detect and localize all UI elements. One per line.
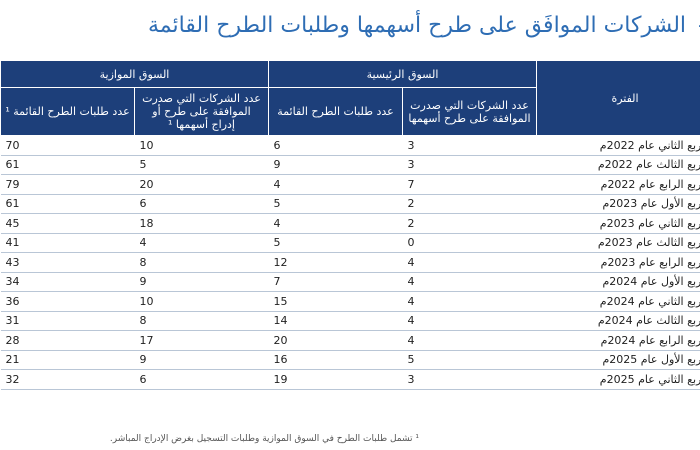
cell-parallel-pending: 28 (0, 330, 135, 351)
cell-parallel-pending: 31 (0, 311, 135, 331)
cell-parallel-approved: 17 (134, 330, 269, 351)
cell-parallel-pending: 61 (0, 194, 135, 214)
cell-parallel-pending: 41 (0, 233, 135, 253)
cell-main-pending: 14 (268, 311, 403, 331)
table-row: الربع الثالث عام 2022م 3 9 5 61 (0, 155, 700, 175)
page-title: -الشركات الموافَق على طرح أسهمها وطلبات … (0, 6, 700, 46)
table-row: الربع الرابع عام 2023م 4 12 8 43 (0, 252, 700, 273)
cell-parallel-pending: 61 (0, 155, 135, 175)
cell-main-pending: 6 (268, 135, 403, 156)
cell-period: الربع الأول عام 2023م (536, 194, 700, 214)
cell-parallel-approved: 9 (134, 272, 269, 292)
cell-main-pending: 12 (268, 252, 403, 273)
header-parallel-market: السوق الموازية (0, 60, 269, 88)
cell-main-approved: 4 (402, 311, 537, 331)
cell-parallel-pending: 21 (0, 350, 135, 370)
cell-period: الربع الثالث عام 2023م (536, 233, 700, 253)
cell-main-approved: 3 (402, 155, 537, 175)
cell-period: الربع الرابع عام 2024م (536, 330, 700, 351)
cell-parallel-approved: 6 (134, 369, 269, 390)
cell-period: الربع الثاني عام 2023م (536, 213, 700, 234)
cell-main-pending: 7 (268, 272, 403, 292)
cell-parallel-pending: 34 (0, 272, 135, 292)
cell-main-pending: 4 (268, 213, 403, 234)
cell-main-approved: 3 (402, 369, 537, 390)
table-row: الربع الثالث عام 2023م 0 5 4 41 (0, 233, 700, 253)
cell-main-approved: 5 (402, 350, 537, 370)
cell-period: الربع الأول عام 2024م (536, 272, 700, 292)
header-period: الفترة (536, 60, 700, 136)
table-row: الربع الثاني عام 2025م 3 19 6 32 (0, 369, 700, 390)
cell-main-pending: 15 (268, 291, 403, 312)
table-row: الربع الثاني عام 2024م 4 15 10 36 (0, 291, 700, 312)
cell-parallel-approved: 10 (134, 135, 269, 156)
cell-parallel-pending: 45 (0, 213, 135, 234)
table-row: الربع الأول عام 2025م 5 16 9 21 (0, 350, 700, 370)
cell-main-approved: 4 (402, 272, 537, 292)
table-footnote: ¹ تشمل طلبات الطرح في السوق الموازية وطل… (109, 434, 419, 444)
cell-main-approved: 0 (402, 233, 537, 253)
table-column-header-row: عدد الشركات التي صدرت الموافقة على طرح أ… (0, 87, 700, 136)
cell-parallel-pending: 32 (0, 369, 135, 390)
cell-parallel-approved: 18 (134, 213, 269, 234)
cell-parallel-approved: 5 (134, 155, 269, 175)
cell-parallel-approved: 10 (134, 291, 269, 312)
cell-main-approved: 2 (402, 213, 537, 234)
table-row: الربع الثالث عام 2024م 4 14 8 31 (0, 311, 700, 331)
cell-period: الربع الثالث عام 2024م (536, 311, 700, 331)
cell-main-approved: 4 (402, 330, 537, 351)
cell-parallel-approved: 8 (134, 252, 269, 273)
table-row: الربع الثاني عام 2022م 3 6 10 70 (0, 135, 700, 156)
cell-main-pending: 5 (268, 233, 403, 253)
cell-main-approved: 7 (402, 174, 537, 195)
cell-main-pending: 16 (268, 350, 403, 370)
ipo-approvals-table: الفترة السوق الرئيسية السوق الموازية عدد… (0, 60, 700, 390)
cell-parallel-pending: 70 (0, 135, 135, 156)
cell-main-pending: 20 (268, 330, 403, 351)
cell-period: الربع الرابع عام 2022م (536, 174, 700, 195)
header-main-approved: عدد الشركات التي صدرت الموافقة على طرح أ… (402, 87, 537, 136)
cell-main-approved: 2 (402, 194, 537, 214)
table-group-header-row: الفترة السوق الرئيسية السوق الموازية (0, 60, 700, 136)
table-row: الربع الثاني عام 2023م 2 4 18 45 (0, 213, 700, 234)
cell-main-pending: 9 (268, 155, 403, 175)
header-parallel-pending: عدد طلبات الطرح القائمة ¹ (0, 87, 135, 136)
cell-main-pending: 19 (268, 369, 403, 390)
cell-parallel-approved: 9 (134, 350, 269, 370)
title-text: الشركات الموافَق على طرح أسهمها وطلبات ا… (147, 13, 687, 38)
cell-main-pending: 4 (268, 174, 403, 195)
cell-period: الربع الثاني عام 2022م (536, 135, 700, 156)
cell-parallel-approved: 8 (134, 311, 269, 331)
cell-parallel-approved: 20 (134, 174, 269, 195)
cell-period: الربع الرابع عام 2023م (536, 252, 700, 273)
cell-main-approved: 4 (402, 252, 537, 273)
table-row: الربع الرابع عام 2022م 7 4 20 79 (0, 174, 700, 195)
cell-parallel-pending: 79 (0, 174, 135, 195)
table-row: الربع الأول عام 2024م 4 7 9 34 (0, 272, 700, 292)
cell-parallel-pending: 43 (0, 252, 135, 273)
cell-period: الربع الثاني عام 2024م (536, 291, 700, 312)
table-row: الربع الرابع عام 2024م 4 20 17 28 (0, 330, 700, 351)
cell-parallel-approved: 4 (134, 233, 269, 253)
table-row: الربع الأول عام 2023م 2 5 6 61 (0, 194, 700, 214)
cell-parallel-pending: 36 (0, 291, 135, 312)
cell-period: الربع الأول عام 2025م (536, 350, 700, 370)
cell-period: الربع الثاني عام 2025م (536, 369, 700, 390)
cell-main-pending: 5 (268, 194, 403, 214)
title-dash: - (698, 13, 700, 38)
header-main-market: السوق الرئيسية (268, 60, 537, 88)
cell-parallel-approved: 6 (134, 194, 269, 214)
cell-main-approved: 3 (402, 135, 537, 156)
header-main-pending: عدد طلبات الطرح القائمة (268, 87, 403, 136)
header-parallel-approved: عدد الشركات التي صدرت الموافقة على طرح أ… (134, 87, 269, 136)
cell-main-approved: 4 (402, 291, 537, 312)
cell-period: الربع الثالث عام 2022م (536, 155, 700, 175)
